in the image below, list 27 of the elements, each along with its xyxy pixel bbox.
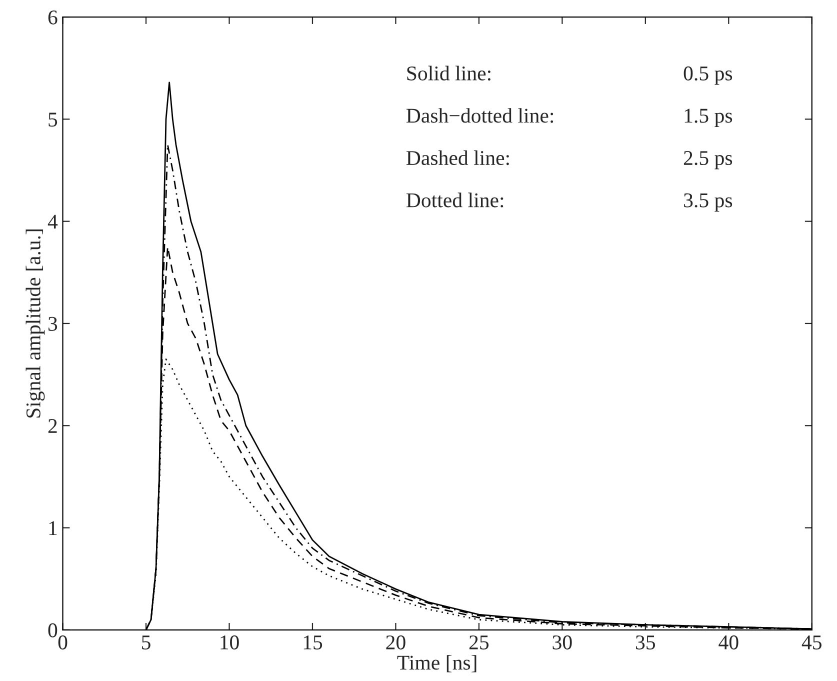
annotation: 0.5 ps bbox=[684, 66, 732, 85]
annotation: 2.5 ps bbox=[684, 151, 732, 170]
annotation: Dash−dotted line: bbox=[406, 108, 554, 123]
y-axis-title: Signal amplitude [a.u.] bbox=[26, 230, 45, 418]
y-tick-label: 5 bbox=[48, 112, 58, 127]
y-tick-label: 0 bbox=[48, 623, 58, 638]
x-tick-label: 45 bbox=[802, 636, 822, 650]
annotation: 1.5 ps bbox=[684, 108, 732, 127]
x-tick-label: 20 bbox=[386, 635, 406, 650]
x-tick-label: 35 bbox=[636, 635, 656, 650]
x-axis-title: Time [ns] bbox=[397, 655, 476, 672]
y-tick-label: 4 bbox=[48, 214, 58, 229]
x-tick-label: 40 bbox=[718, 635, 738, 650]
x-tick-label: 30 bbox=[552, 635, 572, 650]
x-tick-label: 10 bbox=[220, 635, 239, 650]
y-tick-label: 6 bbox=[48, 10, 58, 24]
annotation: Dashed line: bbox=[406, 150, 509, 166]
x-tick-label: 15 bbox=[304, 635, 322, 650]
annotation: 3.5 ps bbox=[684, 193, 732, 212]
x-tick-label: 0 bbox=[58, 635, 68, 650]
y-tick-label: 3 bbox=[48, 316, 58, 331]
y-tick-label: 1 bbox=[49, 521, 57, 536]
y-tick-label: 2 bbox=[48, 419, 57, 433]
annotation: Dotted line: bbox=[406, 192, 504, 208]
x-tick-label: 25 bbox=[469, 635, 489, 650]
x-tick-label: 5 bbox=[142, 636, 150, 650]
annotation: Solid line: bbox=[407, 66, 490, 81]
